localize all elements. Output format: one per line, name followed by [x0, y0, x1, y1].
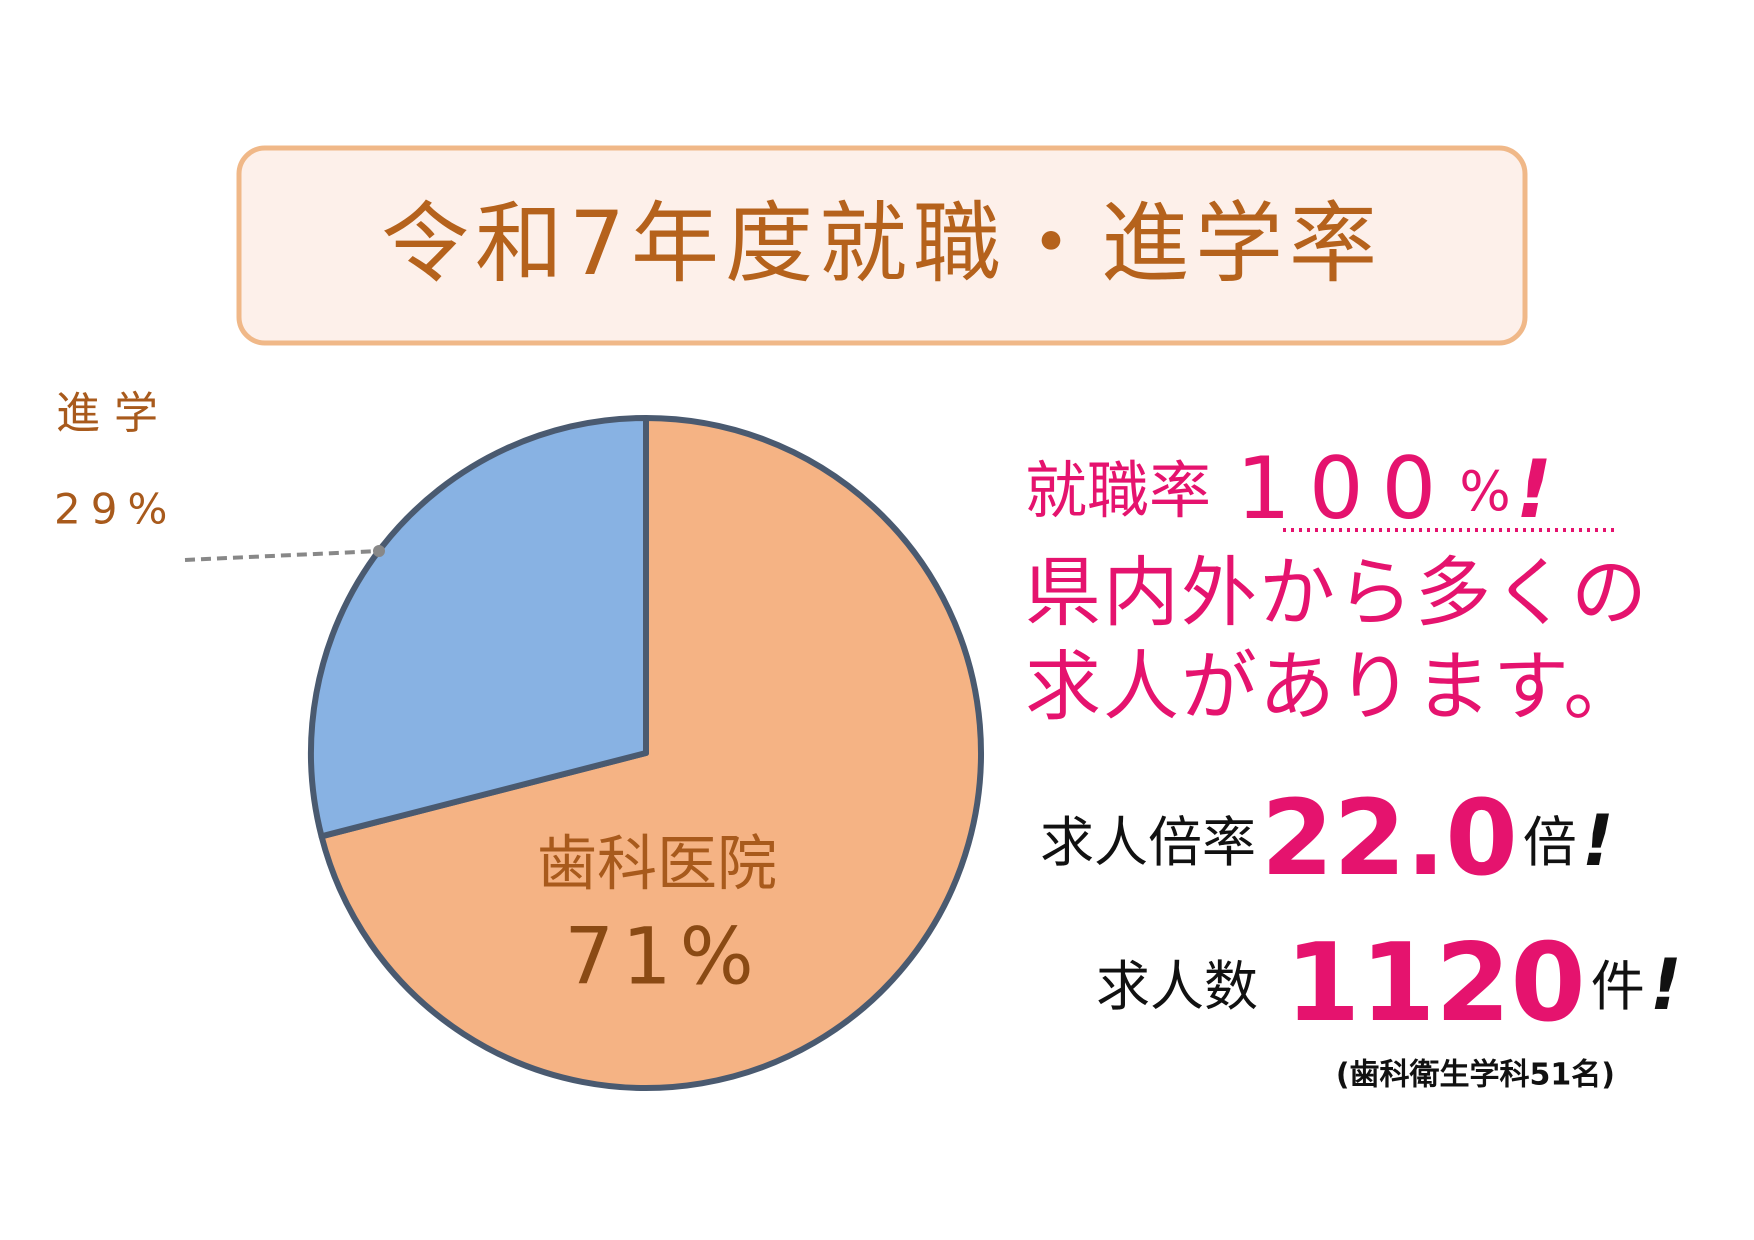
leader-dot [373, 545, 385, 557]
message-line: 県内外から多くの [1025, 548, 1649, 637]
leader-line [184, 549, 380, 562]
pie [308, 415, 984, 1091]
pie-slice [318, 415, 984, 1091]
exclaim: ! [1582, 800, 1614, 882]
count-value: 1120 [1285, 921, 1586, 1046]
chart-title: 令和7年度就職・進学率 [381, 192, 1383, 295]
slice-value-label: 29% [54, 485, 177, 534]
ratio-label: 求人倍率 [1040, 811, 1256, 874]
ratio-value: 22.0 [1261, 777, 1518, 899]
employment-label: 就職率 [1025, 454, 1211, 527]
title-box [236, 145, 1528, 346]
slice-value-label: 71% [564, 912, 761, 1002]
employment-unit: % [1459, 460, 1510, 523]
job-ratio: 求人倍率 22.0 倍 ! [1040, 777, 1614, 899]
job-count: 求人数 1120 件 ! [1096, 921, 1682, 1046]
exclaim: ! [1516, 443, 1552, 536]
employment-value: 100 [1236, 439, 1454, 539]
count-label: 求人数 [1096, 955, 1258, 1018]
exclaim: ! [1650, 944, 1682, 1026]
ratio-unit: 倍 [1523, 811, 1577, 874]
count-unit: 件 [1591, 955, 1645, 1018]
message-line: 求人があります。 [1025, 642, 1641, 731]
note: (歯科衛生学科51名) [1336, 1058, 1615, 1093]
employment-rate: 就職率 100 % ! [1025, 439, 1552, 539]
slice-label: 進学 [56, 388, 172, 439]
slice-label: 歯科医院 [537, 830, 777, 900]
